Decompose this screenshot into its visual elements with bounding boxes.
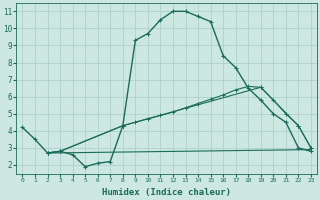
X-axis label: Humidex (Indice chaleur): Humidex (Indice chaleur) <box>102 188 231 197</box>
